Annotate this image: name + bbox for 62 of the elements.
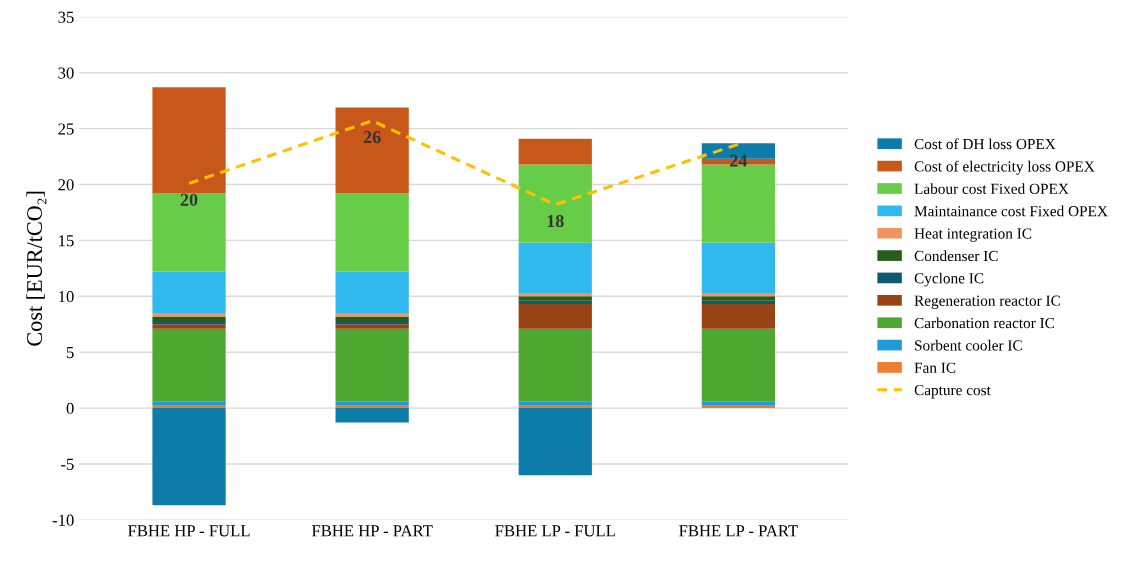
bar <box>335 408 409 423</box>
legend-label: Cost of DH loss OPEX <box>914 138 1056 150</box>
bar <box>701 304 775 329</box>
legend-label: Cost of electricity loss OPEX <box>914 160 1095 175</box>
bar <box>335 193 409 272</box>
legend-label: Cyclone IC <box>914 272 984 287</box>
y-tick-label: 15 <box>59 235 74 247</box>
legend-label: Carbonation reactor IC <box>914 317 1055 329</box>
y-tick-label: -5 <box>61 458 74 470</box>
x-tick-label: FBHE LP - FULL <box>495 525 615 537</box>
data-label: 26 <box>363 131 381 144</box>
bar <box>335 324 409 329</box>
bar <box>518 296 592 301</box>
bar <box>335 107 409 194</box>
bar <box>152 316 226 321</box>
bar <box>152 324 226 329</box>
y-tick-label: 30 <box>58 67 74 79</box>
legend-label: Capture cost <box>914 385 991 399</box>
bar <box>152 328 226 402</box>
bar <box>152 408 226 506</box>
legend-label: Regeneration reactor IC <box>914 295 1060 309</box>
y-tick-label: 25 <box>58 123 74 135</box>
bar <box>701 401 775 406</box>
bar <box>518 408 592 476</box>
bar <box>335 328 409 402</box>
y-tick-label: 20 <box>58 179 74 191</box>
legend-label: Fan IC <box>914 362 956 373</box>
y-tick-label: 35 <box>58 11 74 23</box>
legend-label: Heat integration IC <box>914 228 1032 242</box>
bar <box>335 401 409 406</box>
bar <box>701 296 775 301</box>
bar <box>152 87 226 194</box>
legend-label: Labour cost Fixed OPEX <box>914 183 1069 194</box>
y-tick-label: -10 <box>52 514 74 526</box>
bar <box>518 401 592 406</box>
bar <box>152 320 226 325</box>
bar <box>518 164 592 243</box>
bar <box>335 271 409 314</box>
legend-label: Condenser IC <box>914 250 998 262</box>
bar <box>518 138 592 165</box>
x-tick-label: FBHE LP - PART <box>679 525 798 537</box>
x-tick-label: FBHE HP - PART <box>311 525 433 537</box>
y-tick-label: 0 <box>66 402 74 415</box>
y-tick-label: 5 <box>66 347 74 359</box>
bar <box>701 242 775 293</box>
bar <box>701 328 775 402</box>
data-label: 18 <box>547 214 564 228</box>
bar <box>152 271 226 314</box>
bar <box>518 328 592 402</box>
data-label: 20 <box>180 193 198 206</box>
legend-label: Maintainance cost Fixed OPEX <box>914 205 1108 217</box>
x-tick-label: FBHE HP - FULL <box>128 525 250 537</box>
bar <box>518 304 592 329</box>
bar <box>152 401 226 406</box>
y-axis-title: Cost [EUR/tCO₂] <box>26 191 47 346</box>
bar <box>152 193 226 272</box>
bar <box>518 242 592 293</box>
bar <box>152 313 226 317</box>
legend-label: Sorbent cooler IC <box>915 339 1022 351</box>
y-tick-label: 10 <box>59 291 74 303</box>
bar <box>335 316 409 321</box>
bar <box>152 405 226 409</box>
